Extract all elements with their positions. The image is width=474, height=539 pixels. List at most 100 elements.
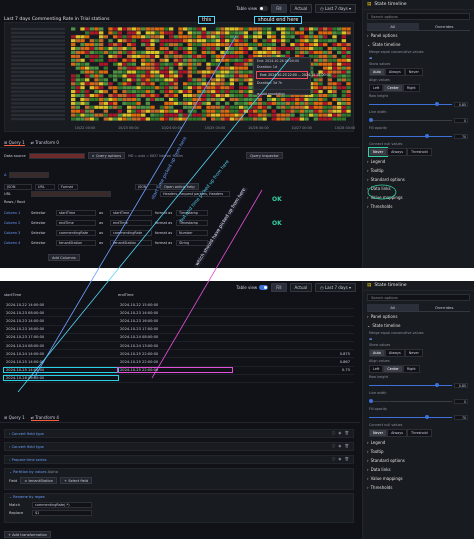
connect-threshold[interactable]: Threshold bbox=[407, 148, 432, 156]
tab-all[interactable]: All bbox=[367, 23, 419, 31]
toggle-icon[interactable]: ◉ bbox=[338, 444, 342, 448]
section-standard-options-b[interactable]: › Standard options bbox=[367, 458, 405, 463]
section-data-links-b[interactable]: › Data links bbox=[367, 467, 391, 472]
section-thresholds-b[interactable]: › Thresholds bbox=[367, 485, 393, 490]
connect-always[interactable]: Always bbox=[387, 148, 407, 156]
section-panel-options-b[interactable]: › Panel options bbox=[367, 314, 398, 319]
connect-always[interactable]: Always bbox=[387, 429, 407, 437]
method-select[interactable]: Format bbox=[58, 183, 78, 190]
show-values-auto[interactable]: Auto bbox=[369, 349, 385, 357]
tab-query[interactable]: ⊞ Query 1 bbox=[4, 139, 25, 146]
fill-button-b[interactable]: Fill bbox=[271, 282, 287, 292]
align-center[interactable]: Center bbox=[383, 84, 403, 92]
selector-input[interactable]: startTime bbox=[56, 210, 96, 216]
transform-convert-2[interactable]: › Convert field type ⓘ ◉ 🗑 bbox=[4, 442, 354, 451]
field-chip[interactable]: × tenantStation bbox=[20, 477, 58, 484]
align-right[interactable]: Right bbox=[402, 365, 420, 373]
col-header-end[interactable]: endTime bbox=[118, 293, 134, 297]
info-icon[interactable]: ⓘ bbox=[331, 444, 336, 448]
query-inspector-button[interactable]: Query inspector bbox=[246, 152, 283, 159]
line-width-slider[interactable]: 0 bbox=[369, 117, 468, 123]
merge-toggle-b[interactable]: ▬ bbox=[369, 337, 373, 341]
alias-input[interactable]: endTime bbox=[110, 220, 152, 226]
align-left[interactable]: Left bbox=[369, 365, 384, 373]
alias-input[interactable]: commentingRate bbox=[110, 230, 152, 236]
type-select[interactable]: JSON bbox=[4, 183, 32, 190]
align-center[interactable]: Center bbox=[383, 365, 403, 373]
datasource-picker[interactable] bbox=[28, 152, 85, 159]
section-tooltip[interactable]: › Tooltip bbox=[367, 168, 384, 173]
align-values-segment[interactable]: Left Center Right bbox=[369, 84, 468, 92]
section-legend-b[interactable]: › Legend bbox=[367, 440, 386, 445]
transform-partition[interactable]: ⌄ Partition by values Alpha Field × tena… bbox=[4, 468, 354, 490]
section-data-links[interactable]: › Data links bbox=[367, 186, 391, 191]
replace-input[interactable]: $1 bbox=[32, 510, 92, 516]
delete-icon[interactable]: 🗑 bbox=[344, 444, 349, 448]
show-values-segment-b[interactable]: Auto Always Never bbox=[369, 349, 468, 357]
transform-prepare-ts[interactable]: › Prepare time series ⓘ ◉ 🗑 bbox=[4, 455, 354, 464]
show-values-always[interactable]: Always bbox=[384, 349, 405, 357]
query-name[interactable] bbox=[9, 172, 50, 178]
section-standard-options[interactable]: › Standard options bbox=[367, 177, 405, 182]
selector-input[interactable]: tenantStation bbox=[56, 240, 96, 246]
options-search-input-b[interactable]: Search options bbox=[367, 294, 470, 301]
add-columns-button[interactable]: Add Columns bbox=[48, 254, 80, 261]
align-values-segment-b[interactable]: Left Center Right bbox=[369, 365, 468, 373]
toggle-switch[interactable] bbox=[259, 284, 269, 290]
tab-overrides-b[interactable]: Overrides bbox=[418, 304, 470, 312]
viz-picker[interactable]: ▤ State timeline bbox=[363, 0, 474, 10]
show-values-segment[interactable]: Auto Always Never bbox=[369, 68, 468, 76]
connect-threshold[interactable]: Threshold bbox=[407, 429, 432, 437]
show-values-always[interactable]: Always bbox=[384, 68, 405, 76]
section-thresholds[interactable]: › Thresholds bbox=[367, 204, 393, 209]
info-icon[interactable]: ⓘ bbox=[331, 431, 336, 435]
tab-transform[interactable]: ⇄ Transform 0 bbox=[30, 140, 59, 145]
connect-never[interactable]: Never bbox=[369, 429, 388, 437]
format-select[interactable]: String bbox=[176, 240, 208, 246]
select-field-button[interactable]: + Select field bbox=[60, 477, 93, 484]
actual-button-b[interactable]: Actual bbox=[289, 282, 313, 292]
url-input[interactable] bbox=[31, 191, 111, 197]
tab-transform-b[interactable]: ⇄ Transform 4 bbox=[30, 414, 59, 421]
section-value-mappings-b[interactable]: › Value mappings bbox=[367, 476, 403, 481]
time-range-picker-b[interactable]: ◷ Last 7 days ▾ bbox=[315, 282, 356, 292]
show-values-never[interactable]: Never bbox=[404, 349, 423, 357]
headers-input[interactable]: Headers, Request params, Headers bbox=[160, 191, 230, 197]
add-annotation-button[interactable]: ⊕ Add annotation bbox=[254, 89, 310, 97]
show-values-auto[interactable]: Auto bbox=[369, 68, 385, 76]
open-help-button[interactable]: Open online help bbox=[160, 183, 199, 190]
section-legend[interactable]: › Legend bbox=[367, 159, 386, 164]
alias-input[interactable]: startTime bbox=[110, 210, 152, 216]
query-options-button[interactable]: > Query options bbox=[87, 152, 126, 159]
transform-convert-1[interactable]: › Convert field type ⓘ ◉ 🗑 bbox=[4, 429, 354, 438]
align-left[interactable]: Left bbox=[369, 84, 384, 92]
viz-picker-b[interactable]: ▤ State timeline bbox=[363, 281, 474, 291]
table-view-toggle[interactable]: Table view bbox=[236, 5, 269, 11]
add-transformation-button[interactable]: + Add transformation bbox=[4, 531, 51, 538]
connect-null-segment[interactable]: Never Always Threshold bbox=[367, 147, 468, 157]
tab-overrides[interactable]: Overrides bbox=[418, 23, 470, 31]
section-value-mappings[interactable]: › Value mappings bbox=[367, 195, 403, 200]
state-timeline-viz[interactable]: 10/22 00:00 10/23 00:00 10/24 00:00 10/25 0… bbox=[4, 22, 355, 132]
show-values-never[interactable]: Never bbox=[404, 68, 423, 76]
info-icon[interactable]: ⓘ bbox=[331, 457, 336, 461]
time-range-picker[interactable]: ◷ Last 7 days ▾ bbox=[315, 3, 356, 13]
row-height-slider-b[interactable]: 0.85 bbox=[369, 382, 468, 388]
fill-button[interactable]: Fill bbox=[271, 3, 287, 13]
source-select[interactable]: URL bbox=[35, 183, 55, 190]
delete-icon[interactable]: 🗑 bbox=[344, 431, 349, 435]
col-header-start[interactable]: startTime bbox=[4, 293, 22, 297]
table-view-toggle-b[interactable]: Table view bbox=[236, 284, 269, 290]
match-input[interactable]: commentingRate(.*) bbox=[32, 502, 92, 508]
fill-opacity-slider[interactable]: 70 bbox=[369, 133, 468, 139]
toggle-switch[interactable] bbox=[259, 5, 269, 11]
merge-toggle[interactable]: ▬ bbox=[369, 56, 373, 60]
section-state-timeline-b[interactable]: ⌄ State timeline bbox=[367, 323, 401, 328]
parser-select[interactable]: JSON bbox=[135, 183, 157, 190]
section-panel-options[interactable]: › Panel options bbox=[367, 33, 398, 38]
connect-never[interactable]: Never bbox=[367, 147, 389, 157]
section-tooltip-b[interactable]: › Tooltip bbox=[367, 449, 384, 454]
connect-null-segment-b[interactable]: Never Always Threshold bbox=[369, 429, 468, 437]
line-width-slider-b[interactable]: 0 bbox=[369, 398, 468, 404]
format-select[interactable]: Number bbox=[176, 230, 208, 236]
